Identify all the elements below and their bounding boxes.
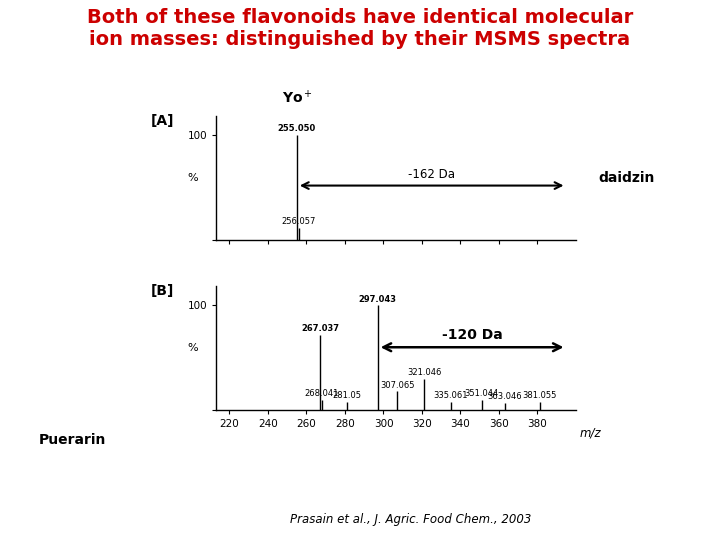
- Text: 267.037: 267.037: [301, 324, 339, 333]
- Text: -120 Da: -120 Da: [441, 328, 503, 342]
- Text: [A]: [A]: [151, 113, 175, 127]
- Text: 381.055: 381.055: [522, 392, 557, 400]
- Text: daidzin: daidzin: [598, 171, 654, 185]
- Text: 256.057: 256.057: [282, 217, 316, 226]
- Text: 281.05: 281.05: [333, 392, 361, 400]
- Text: %: %: [187, 173, 198, 183]
- Text: 363.046: 363.046: [487, 393, 522, 401]
- Text: Both of these flavonoids have identical molecular
ion masses: distinguished by t: Both of these flavonoids have identical …: [87, 8, 633, 49]
- Text: 335.061: 335.061: [433, 392, 468, 400]
- Text: Puerarin: Puerarin: [38, 433, 106, 447]
- Text: 351.044: 351.044: [464, 389, 499, 399]
- Text: Prasain et al., J. Agric. Food Chem., 2003: Prasain et al., J. Agric. Food Chem., 20…: [289, 514, 531, 526]
- Text: %: %: [187, 343, 198, 353]
- Text: m/z: m/z: [580, 427, 601, 440]
- Text: 268.041: 268.041: [305, 389, 339, 399]
- Text: 307.065: 307.065: [380, 381, 414, 390]
- Text: -162 Da: -162 Da: [408, 168, 455, 181]
- Text: 297.043: 297.043: [359, 294, 397, 303]
- Text: Yo$^+$: Yo$^+$: [282, 89, 312, 106]
- Text: 321.046: 321.046: [407, 368, 441, 377]
- Text: [B]: [B]: [151, 284, 174, 298]
- Text: 255.050: 255.050: [278, 124, 316, 133]
